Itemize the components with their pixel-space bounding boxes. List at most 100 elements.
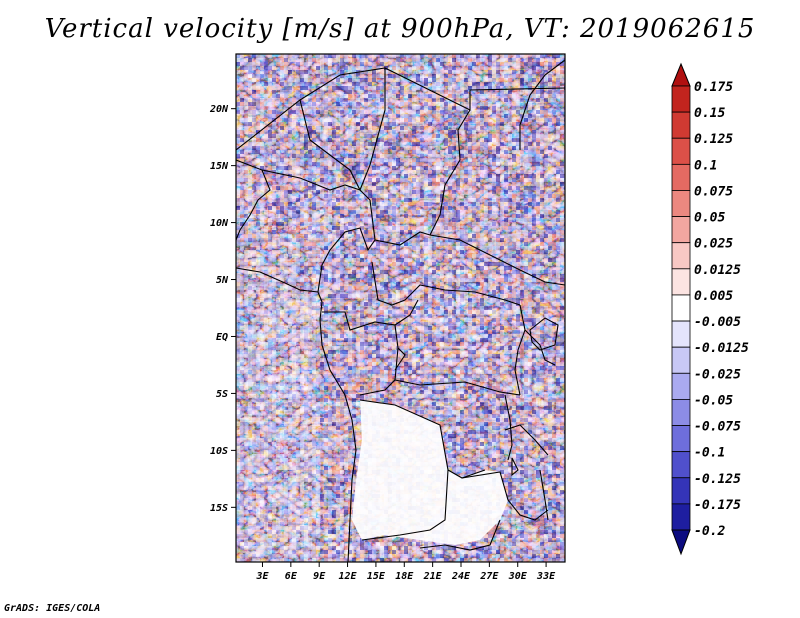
field-cell <box>268 222 272 226</box>
field-cell <box>316 222 320 226</box>
field-cell <box>476 418 480 422</box>
field-cell <box>380 146 384 150</box>
field-cell <box>424 242 428 246</box>
field-cell <box>428 358 432 362</box>
field-cell <box>264 354 268 358</box>
field-cell <box>352 198 356 202</box>
field-cell <box>308 162 312 166</box>
field-cell <box>272 358 276 362</box>
field-cell <box>380 110 384 114</box>
field-cell <box>480 90 484 94</box>
field-cell <box>468 274 472 278</box>
field-cell <box>356 402 360 406</box>
field-cell <box>440 310 444 314</box>
field-cell <box>352 398 356 402</box>
field-cell <box>456 154 460 158</box>
field-cell <box>404 186 408 190</box>
field-cell <box>312 346 316 350</box>
field-cell <box>508 194 512 198</box>
field-cell <box>352 282 356 286</box>
field-cell <box>484 286 488 290</box>
field-cell <box>332 278 336 282</box>
field-cell <box>344 90 348 94</box>
field-cell <box>384 222 388 226</box>
field-cell <box>484 378 488 382</box>
field-cell <box>456 226 460 230</box>
field-cell <box>376 274 380 278</box>
field-cell <box>492 70 496 74</box>
field-cell <box>392 54 396 58</box>
field-cell <box>428 74 432 78</box>
field-cell <box>508 334 512 338</box>
field-cell <box>272 334 276 338</box>
field-cell <box>268 346 272 350</box>
field-cell <box>308 178 312 182</box>
field-cell <box>304 242 308 246</box>
field-cell <box>260 262 264 266</box>
field-cell <box>504 90 508 94</box>
field-cell <box>284 290 288 294</box>
field-cell <box>540 58 544 62</box>
field-cell <box>292 310 296 314</box>
field-cell <box>480 322 484 326</box>
field-cell <box>448 278 452 282</box>
field-cell <box>276 178 280 182</box>
field-cell <box>432 82 436 86</box>
field-cell <box>332 166 336 170</box>
field-cell <box>428 214 432 218</box>
field-cell <box>464 246 468 250</box>
field-cell <box>512 350 516 354</box>
field-cell <box>476 298 480 302</box>
field-cell <box>464 174 468 178</box>
field-cell <box>304 310 308 314</box>
field-cell <box>400 130 404 134</box>
field-cell <box>380 122 384 126</box>
field-cell <box>452 142 456 146</box>
field-cell <box>272 270 276 274</box>
field-cell <box>488 178 492 182</box>
field-cell <box>428 414 432 418</box>
field-cell <box>440 398 444 402</box>
field-cell <box>404 146 408 150</box>
field-cell <box>548 294 552 298</box>
field-cell <box>340 302 344 306</box>
field-cell <box>456 282 460 286</box>
field-cell <box>432 198 436 202</box>
field-cell <box>424 238 428 242</box>
field-cell <box>276 174 280 178</box>
field-cell <box>460 82 464 86</box>
field-cell <box>244 418 248 422</box>
field-cell <box>516 362 520 366</box>
field-cell <box>436 54 440 58</box>
field-cell <box>424 310 428 314</box>
field-cell <box>372 346 376 350</box>
field-cell <box>496 158 500 162</box>
field-cell <box>432 338 436 342</box>
field-cell <box>532 166 536 170</box>
field-cell <box>276 398 280 402</box>
field-cell <box>288 378 292 382</box>
field-cell <box>352 146 356 150</box>
field-cell <box>556 54 560 58</box>
field-cell <box>240 246 244 250</box>
field-cell <box>284 158 288 162</box>
field-cell <box>260 158 264 162</box>
field-cell <box>300 242 304 246</box>
field-cell <box>508 166 512 170</box>
field-cell <box>240 206 244 210</box>
field-cell <box>356 338 360 342</box>
field-cell <box>380 234 384 238</box>
field-cell <box>392 74 396 78</box>
field-cell <box>496 82 500 86</box>
field-cell <box>264 90 268 94</box>
field-cell <box>500 238 504 242</box>
field-cell <box>408 110 412 114</box>
field-cell <box>496 334 500 338</box>
field-cell <box>556 226 560 230</box>
field-cell <box>248 90 252 94</box>
field-cell <box>552 222 556 226</box>
field-cell <box>504 338 508 342</box>
field-cell <box>260 62 264 66</box>
field-cell <box>392 138 396 142</box>
field-cell <box>420 390 424 394</box>
